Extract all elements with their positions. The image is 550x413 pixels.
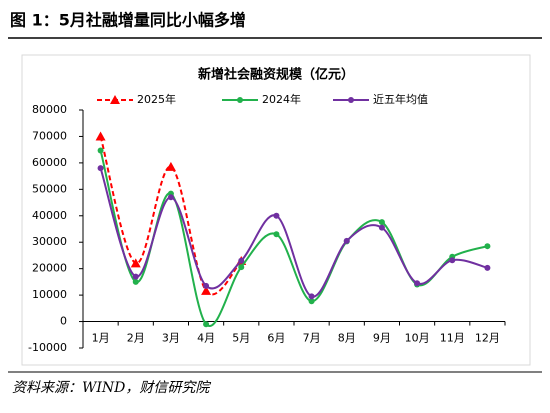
marker (167, 194, 174, 201)
series-line (99, 136, 243, 296)
x-tick-label: 7月 (303, 332, 321, 345)
y-tick-label: 40000 (32, 209, 67, 222)
x-tick-label: 11月 (440, 332, 465, 345)
x-tick-label: 5月 (232, 332, 250, 345)
marker (484, 264, 491, 271)
marker (308, 293, 315, 300)
marker (343, 237, 350, 244)
x-tick-label: 4月 (197, 332, 215, 345)
y-tick-label: 10000 (32, 288, 67, 301)
marker (132, 273, 139, 280)
marker (97, 165, 104, 172)
figure-title: 图 1：5月社融增量同比小幅多增 (10, 11, 246, 30)
marker (449, 257, 456, 264)
marker (132, 278, 139, 285)
y-tick-label: 50000 (32, 182, 67, 195)
marker (203, 321, 210, 328)
marker (378, 219, 385, 226)
y-tick-label: 70000 (32, 129, 67, 142)
marker (308, 298, 315, 305)
y-tick-label: 20000 (32, 262, 67, 275)
y-tick-label: 60000 (32, 156, 67, 169)
chart-title: 新增社会融资规模（亿元） (198, 67, 354, 83)
marker (273, 231, 280, 238)
x-tick-label: 3月 (162, 332, 180, 345)
legend-label: 2025年 (137, 92, 176, 106)
legend-marker (237, 97, 243, 103)
marker (378, 224, 385, 231)
series-line (99, 150, 488, 327)
y-tick-label: 0 (60, 315, 67, 328)
legend-marker (348, 97, 354, 103)
legend-label: 2024年 (262, 92, 301, 106)
marker (95, 131, 106, 141)
marker (201, 285, 212, 295)
x-tick-label: 8月 (338, 332, 356, 345)
marker (273, 212, 280, 219)
source: 资料来源：WIND，财信研究院 (12, 380, 211, 396)
y-tick-label: 80000 (32, 103, 67, 116)
legend-marker (110, 95, 120, 104)
marker (130, 258, 141, 268)
x-tick-label: 2月 (127, 332, 145, 345)
marker (414, 280, 421, 287)
x-tick-label: 10月 (405, 332, 430, 345)
marker (238, 264, 245, 271)
marker (484, 243, 491, 250)
y-tick-label: -10000 (28, 341, 67, 354)
x-tick-label: 1月 (92, 332, 110, 345)
marker (238, 257, 245, 264)
y-tick-label: 30000 (32, 235, 67, 248)
x-tick-label: 9月 (373, 332, 391, 345)
marker (203, 282, 210, 289)
marker (165, 161, 176, 171)
series-line (99, 167, 488, 298)
x-tick-label: 6月 (267, 332, 285, 345)
legend-label: 近五年均值 (373, 92, 428, 106)
x-tick-label: 12月 (475, 332, 500, 345)
marker (97, 147, 104, 154)
chart-frame (21, 54, 531, 366)
